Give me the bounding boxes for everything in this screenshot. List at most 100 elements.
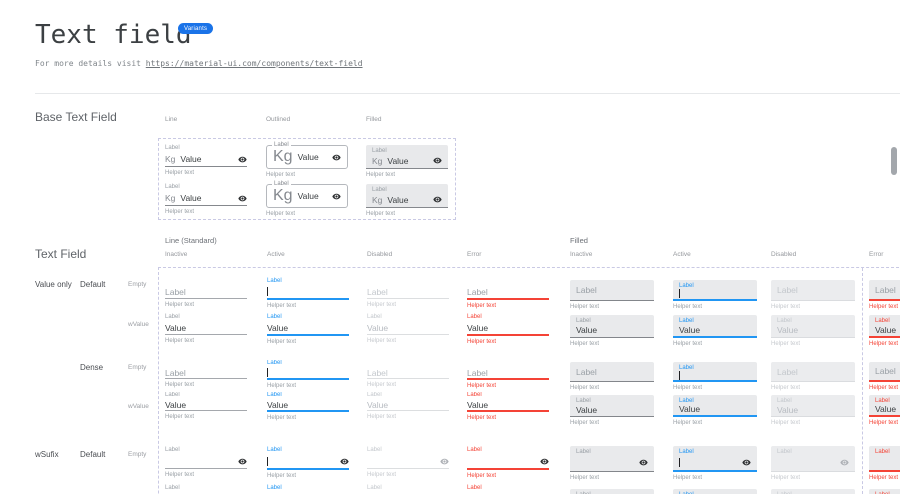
line-textfield-disabled-dense-empty[interactable]: Label Helper text	[367, 360, 449, 388]
line-textfield-inactive-dense-wvalue[interactable]: Label Value Helper text	[165, 392, 247, 420]
field-input-area: Value	[165, 399, 247, 410]
line-textfield-disabled-default-empty[interactable]: Label Helper text	[367, 277, 449, 308]
filled-textfield-disabled-dense-wvalue[interactable]: Label Value Helper text	[771, 395, 855, 426]
line-textfield-error-dense-wvalue[interactable]: Label Value Helper text	[467, 392, 549, 421]
field-floating-label	[165, 277, 247, 285]
field-input-area	[467, 454, 549, 468]
base-section-title: Base Text Field	[35, 110, 117, 124]
helper-text: Helper text	[771, 385, 801, 391]
base-filled-field-2[interactable]: Label Kg Value Helper text	[366, 184, 448, 217]
field-input-area	[267, 367, 349, 378]
field-label-placeholder: Label	[576, 366, 597, 377]
filled-textfield-inactive-wsufix-empty[interactable]: Label Helper text	[570, 446, 654, 481]
field-floating-label: Label	[679, 318, 694, 324]
field-floating-label: Label	[576, 318, 591, 324]
line-textfield-error-dense-empty[interactable]: Label Helper text	[467, 360, 549, 389]
filled-textfield-disabled-dense-empty[interactable]: Label Helper text	[771, 362, 855, 391]
field-input-area: Value	[875, 325, 900, 335]
filled-textfield-inactive-default-wvalue[interactable]: Label Value Helper text	[570, 315, 654, 347]
visibility-icon[interactable]	[540, 457, 549, 466]
line-textfield-error-wsufix-empty[interactable]: Label Helper text	[467, 446, 549, 479]
line-textfield-active-default-wvalue[interactable]: Label Value Helper text	[267, 313, 349, 345]
visibility-icon[interactable]	[433, 156, 442, 165]
helper-text: Helper text	[467, 415, 497, 421]
doc-link[interactable]: https://material-ui.com/components/text-…	[145, 59, 363, 68]
filled-textfield-active-wsufix-empty[interactable]: Label Helper text	[673, 446, 757, 481]
line-textfield-inactive-wsufix-empty[interactable]: Label Helper text	[165, 446, 247, 478]
filled-textfield-error-default-empty[interactable]: Label Helper text	[869, 280, 900, 310]
visibility-icon[interactable]	[238, 155, 247, 164]
filled-textfield-active-default-empty[interactable]: Label Helper text	[673, 280, 757, 310]
visibility-icon[interactable]	[742, 458, 751, 467]
subtitle: For more details visit https://material-…	[35, 59, 363, 68]
filled-textfield-active-dense-empty[interactable]: Label Helper text	[673, 362, 757, 391]
field-input-area: Label	[576, 364, 648, 379]
filled-textfield-disabled-wsufix-empty[interactable]: Label Helper text	[771, 446, 855, 481]
filled-textfield-inactive-default-empty[interactable]: Label Helper text	[570, 280, 654, 310]
line-textfield-error-default-wvalue[interactable]: Label Value Helper text	[467, 313, 549, 345]
visibility-icon[interactable]	[340, 457, 349, 466]
row-label-empty: Empty	[128, 451, 147, 458]
visibility-icon[interactable]	[238, 457, 247, 466]
line-textfield-inactive-default-empty[interactable]: Label Helper text	[165, 277, 247, 308]
filled-textfield-error-dense-empty[interactable]: Label Helper text	[869, 362, 900, 391]
line-textfield-active-default-empty[interactable]: Label Helper text	[267, 277, 349, 309]
line-textfield-active-dense-wvalue[interactable]: Label Value Helper text	[267, 392, 349, 421]
filled-textfield-inactive-dense-wvalue[interactable]: Label Value Helper text	[570, 395, 654, 426]
line-textfield-inactive-dense-empty[interactable]: Label Helper text	[165, 360, 247, 388]
helper-text: Helper text	[366, 211, 396, 217]
field-value: Value	[777, 325, 799, 335]
filled-textfield-inactive-dense-empty[interactable]: Label Helper text	[570, 362, 654, 391]
field-floating-label: Label	[576, 398, 591, 404]
visibility-icon[interactable]	[238, 194, 247, 203]
visibility-icon[interactable]	[639, 458, 648, 467]
field-underline	[165, 205, 247, 206]
field-input-area: Kg Value	[372, 155, 442, 166]
line-textfield-disabled-default-wvalue[interactable]: Label Value Helper text	[367, 313, 449, 344]
filled-textfield-disabled-default-empty[interactable]: Label Helper text	[771, 280, 855, 310]
column-header-error: Error	[869, 251, 884, 258]
variants-badge: Variants	[178, 23, 214, 34]
filled-textfield-error-dense-wvalue[interactable]: Label Value Helper text	[869, 395, 900, 426]
helper-text: Helper text	[367, 302, 397, 308]
line-textfield-active-dense-empty[interactable]: Label Helper text	[267, 360, 349, 389]
base-line-field-2[interactable]: Label Kg Value Helper text	[165, 183, 247, 215]
filled-box: Label	[869, 446, 900, 472]
filled-textfield-active-default-wvalue[interactable]: Label Value Helper text	[673, 315, 757, 347]
scrollbar-thumb[interactable]	[891, 147, 897, 175]
filled-box: Label	[673, 280, 757, 301]
line-textfield-disabled-wsufix-empty[interactable]: Label Helper text	[367, 446, 449, 478]
visibility-icon[interactable]	[433, 195, 442, 204]
line-textfield-inactive-default-wvalue[interactable]: Label Value Helper text	[165, 313, 247, 344]
field-underline	[367, 334, 449, 335]
helper-text: Helper text	[467, 383, 497, 389]
visibility-icon[interactable]	[332, 153, 341, 162]
field-label-placeholder: Label	[467, 367, 488, 378]
textfield-section-title: Text Field	[35, 247, 87, 261]
visibility-icon[interactable]	[840, 458, 849, 467]
visibility-icon[interactable]	[332, 192, 341, 201]
filled-textfield-active-dense-wvalue[interactable]: Label Value Helper text	[673, 395, 757, 426]
filled-textfield-error-wsufix-empty[interactable]: Label Helper text	[869, 446, 900, 481]
filled-textfield-disabled-default-wvalue[interactable]: Label Value Helper text	[771, 315, 855, 347]
base-outlined-field-2[interactable]: Label Kg Value Helper text	[266, 181, 348, 217]
line-textfield-disabled-dense-wvalue[interactable]: Label Value Helper text	[367, 392, 449, 420]
visibility-icon[interactable]	[440, 457, 449, 466]
line-textfield-active-wsufix-empty[interactable]: Label Helper text	[267, 446, 349, 479]
base-filled-field-1[interactable]: Label Kg Value Helper text	[366, 145, 448, 178]
field-floating-label: Label	[267, 360, 282, 366]
base-line-field-1[interactable]: Label Kg Value Helper text	[165, 144, 247, 176]
line-textfield-error-default-empty[interactable]: Label Helper text	[467, 277, 549, 309]
base-outlined-field-1[interactable]: Label Kg Value Helper text	[266, 142, 348, 178]
field-input-area: Kg Value	[165, 152, 247, 166]
filled-textfield-error-default-wvalue[interactable]: Label Value Helper text	[869, 315, 900, 347]
